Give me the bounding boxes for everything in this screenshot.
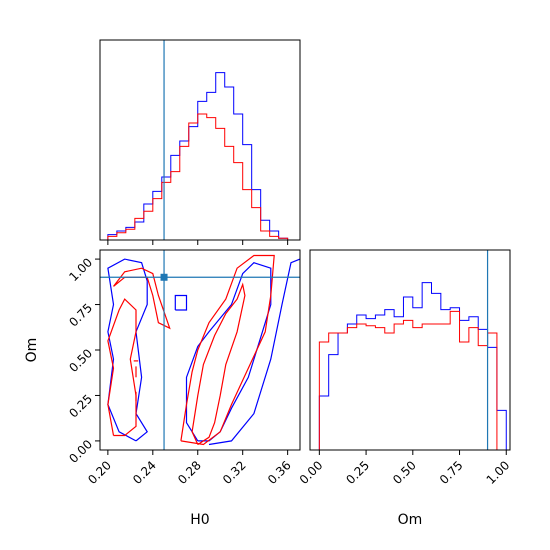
om-y-tick-label: 0.50 [66, 346, 95, 375]
y-axis-label-om: Om [24, 338, 40, 363]
h0-om-contour-panel: 0.20 0.24 0.28 0.32 0.36 0.00 0.25 0.50 0.75 1.00 [66, 249, 301, 487]
contour-red-4 [191, 282, 246, 446]
om-y-tick-label: 1.00 [66, 255, 95, 284]
om-y-tick-label: 0.75 [66, 301, 95, 330]
h0-tick-label: 0.20 [85, 458, 114, 487]
om-tick-label: 1.00 [484, 458, 513, 487]
h0-tick-label: 0.36 [265, 458, 294, 487]
contour-frame [99, 249, 301, 451]
om-tick-label: 0.50 [390, 458, 419, 487]
om-tick-label: 0.25 [343, 458, 372, 487]
h0-histogram-panel [99, 39, 301, 245]
h0-tick-label: 0.24 [130, 458, 159, 487]
contour-blue-2 [174, 294, 188, 311]
om-histogram-frame [309, 249, 511, 451]
truth-marker [160, 273, 168, 281]
h0-tick-label: 0.28 [175, 458, 204, 487]
om-tick-label: 0.00 [297, 458, 326, 487]
contour-red-6 [107, 298, 137, 437]
contour-blue-1 [185, 262, 272, 442]
om-y-tick-label: 0.00 [66, 437, 95, 466]
om-histogram-blue [318, 282, 507, 450]
om-tick-label: 0.75 [437, 458, 466, 487]
x-axis-label-om: Om [398, 512, 423, 528]
h0-histogram-red [107, 113, 289, 240]
x-axis-label-h0: H0 [190, 512, 209, 528]
om-histogram-red [318, 310, 507, 451]
h0-tick-label: 0.32 [220, 458, 249, 487]
contour-red-5 [180, 254, 275, 446]
contour-blue-0 [208, 258, 300, 446]
contour-lines [107, 254, 300, 446]
contour-blue-3 [107, 258, 148, 442]
h0-histogram-frame [99, 39, 301, 241]
om-histogram-panel: 0.00 0.25 0.50 0.75 1.00 [297, 249, 513, 487]
om-y-tick-label: 0.25 [66, 392, 95, 421]
